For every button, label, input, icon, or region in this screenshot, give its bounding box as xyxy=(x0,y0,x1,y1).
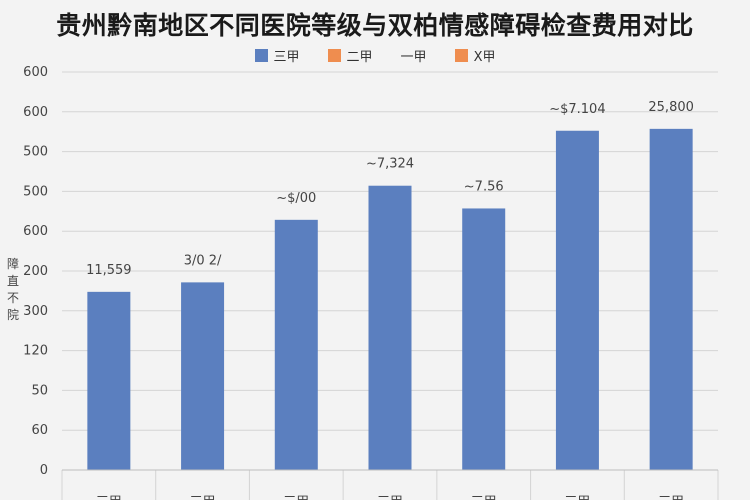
data-label: 11,559 xyxy=(86,263,132,278)
x-tick-label: 三甲 xyxy=(190,495,216,500)
legend-swatch xyxy=(254,49,268,62)
legend: 三甲 二甲 一甲 X甲 xyxy=(0,46,750,65)
y-tick-label: 120 xyxy=(23,344,48,359)
legend-item: 一甲 xyxy=(401,46,427,65)
bar xyxy=(87,291,131,470)
legend-item: X甲 xyxy=(454,46,496,65)
y-tick-label: 200 xyxy=(23,264,48,279)
x-tick-label: 三甲 xyxy=(96,495,122,500)
legend-label: 三甲 xyxy=(273,50,300,65)
x-tick-label: 三甲 xyxy=(377,495,403,500)
legend-label: 一甲 xyxy=(400,50,427,65)
x-tick-label: 三甲 xyxy=(658,495,684,500)
y-tick-label: 50 xyxy=(31,383,48,398)
y-axis-label: 院 xyxy=(7,308,19,322)
bar xyxy=(274,219,318,470)
legend-item: 三甲 xyxy=(254,46,300,65)
y-tick-label: 0 xyxy=(40,463,48,478)
x-tick-label: 三甲 xyxy=(471,495,497,500)
legend-swatch xyxy=(454,49,468,62)
data-label: 3/0 2/ xyxy=(184,253,222,268)
y-tick-label: 600 xyxy=(23,105,48,120)
y-axis-label: 障 xyxy=(7,256,19,271)
bar xyxy=(462,208,506,470)
data-label: ~$7.104 xyxy=(549,102,605,117)
legend-label: X甲 xyxy=(473,50,496,65)
legend-label: 二甲 xyxy=(346,50,373,65)
y-tick-label: 500 xyxy=(23,145,48,160)
y-tick-label: 500 xyxy=(23,184,48,199)
legend-swatch xyxy=(327,49,341,62)
data-label: ~7,324 xyxy=(366,157,414,172)
data-label: 25,800 xyxy=(648,100,694,115)
y-tick-label: 300 xyxy=(23,304,48,319)
data-label: ~$/00 xyxy=(276,191,316,206)
bar xyxy=(368,185,412,470)
y-axis-label: 不 xyxy=(7,291,19,305)
bar xyxy=(555,130,599,470)
y-tick-label: 60 xyxy=(31,423,48,438)
x-tick-label: 三甲 xyxy=(283,495,309,500)
bar xyxy=(649,128,693,470)
y-tick-label: 600 xyxy=(23,65,48,80)
y-tick-label: 600 xyxy=(23,224,48,239)
data-label: ~7.56 xyxy=(464,179,504,194)
x-tick-label: 三甲 xyxy=(564,495,590,500)
bar xyxy=(181,282,225,470)
y-axis-label: 直 xyxy=(7,274,19,288)
chart-title: 贵州黔南地区不同医院等级与双柏情感障碍检查费用对比 xyxy=(56,11,694,40)
legend-item: 二甲 xyxy=(327,46,373,65)
